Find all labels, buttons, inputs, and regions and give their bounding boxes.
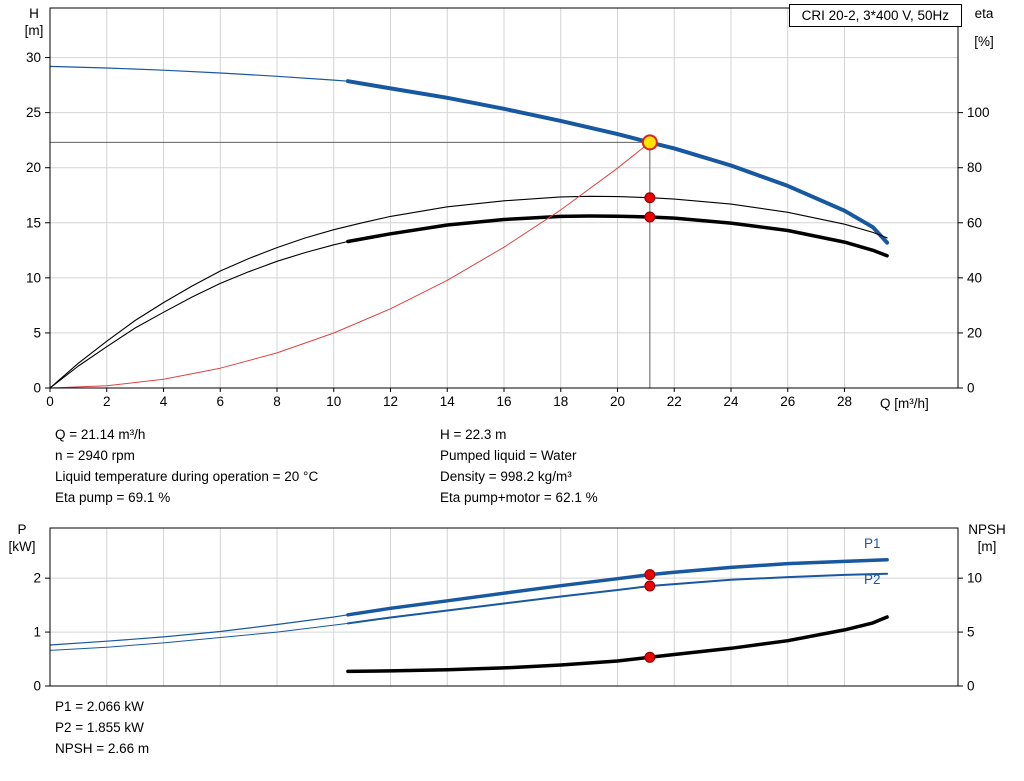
svg-text:12: 12 <box>383 394 398 409</box>
svg-text:16: 16 <box>496 394 511 409</box>
svg-text:5: 5 <box>33 325 41 340</box>
power-info: P1 = 2.066 kW P2 = 1.855 kW NPSH = 2.66 … <box>55 696 149 759</box>
svg-text:18: 18 <box>553 394 568 409</box>
svg-text:10: 10 <box>967 571 982 586</box>
duty-info-right: H = 22.3 m Pumped liquid = Water Density… <box>440 424 598 508</box>
svg-text:0: 0 <box>967 679 975 694</box>
svg-text:14: 14 <box>440 394 456 409</box>
svg-text:8: 8 <box>273 394 281 409</box>
info-p1: P1 = 2.066 kW <box>55 699 144 714</box>
info-q: Q = 21.14 m³/h <box>55 427 146 442</box>
p-axis-title: P [kW] <box>2 521 42 555</box>
svg-text:20: 20 <box>610 394 625 409</box>
svg-text:22: 22 <box>667 394 682 409</box>
info-h: H = 22.3 m <box>440 427 507 442</box>
info-pumped-liquid: Pumped liquid = Water <box>440 448 577 463</box>
svg-text:60: 60 <box>967 215 982 230</box>
svg-text:0: 0 <box>33 679 41 694</box>
svg-text:28: 28 <box>837 394 852 409</box>
q-axis-title: Q [m³/h] <box>880 396 929 411</box>
svg-text:10: 10 <box>26 270 41 285</box>
p1-curve-label: P1 <box>864 536 881 551</box>
npsh-axis-unit: [m] <box>977 539 997 554</box>
info-eta-pump-motor: Eta pump+motor = 62.1 % <box>440 490 598 505</box>
svg-text:0: 0 <box>967 381 975 396</box>
eta-axis-title: eta [%] <box>966 5 1002 50</box>
svg-text:6: 6 <box>216 394 224 409</box>
info-npsh: NPSH = 2.66 m <box>55 741 150 756</box>
svg-text:24: 24 <box>723 394 739 409</box>
pump-title-box: CRI 20-2, 3*400 V, 50Hz <box>788 4 962 27</box>
npsh-axis-symbol: NPSH <box>968 522 1006 537</box>
p-axis-unit: [kW] <box>8 539 36 554</box>
info-n: n = 2940 rpm <box>55 448 135 463</box>
svg-text:0: 0 <box>33 381 41 396</box>
svg-text:20: 20 <box>967 325 982 340</box>
info-liquid-temp: Liquid temperature during operation = 20… <box>55 469 319 484</box>
svg-text:1: 1 <box>33 625 41 640</box>
power-npsh-chart[interactable]: 0 1 2 0 5 10 <box>0 520 1024 696</box>
h-axis-symbol: H <box>29 6 39 21</box>
p2-curve-label: P2 <box>864 572 881 587</box>
p-axis-symbol: P <box>17 522 27 537</box>
info-density: Density = 998.2 kg/m³ <box>440 469 572 484</box>
svg-text:40: 40 <box>967 270 982 285</box>
svg-text:2: 2 <box>33 571 41 586</box>
npsh-axis-title: NPSH [m] <box>962 521 1012 555</box>
svg-text:26: 26 <box>780 394 795 409</box>
h-axis-title: H [m] <box>16 5 52 39</box>
eta-axis-symbol: eta <box>974 6 994 21</box>
svg-text:0: 0 <box>46 394 54 409</box>
svg-text:15: 15 <box>26 215 41 230</box>
svg-text:100: 100 <box>967 105 990 120</box>
svg-text:30: 30 <box>26 50 41 65</box>
eta-axis-unit: [%] <box>974 34 994 49</box>
svg-text:25: 25 <box>26 105 41 120</box>
info-eta-pump: Eta pump = 69.1 % <box>55 490 171 505</box>
svg-text:5: 5 <box>967 625 975 640</box>
svg-text:80: 80 <box>967 160 982 175</box>
svg-text:20: 20 <box>26 160 41 175</box>
duty-info-left: Q = 21.14 m³/h n = 2940 rpm Liquid tempe… <box>55 424 318 508</box>
svg-text:10: 10 <box>326 394 341 409</box>
info-p2: P2 = 1.855 kW <box>55 720 144 735</box>
svg-text:4: 4 <box>160 394 168 409</box>
svg-text:2: 2 <box>103 394 111 409</box>
h-axis-unit: [m] <box>24 23 44 38</box>
